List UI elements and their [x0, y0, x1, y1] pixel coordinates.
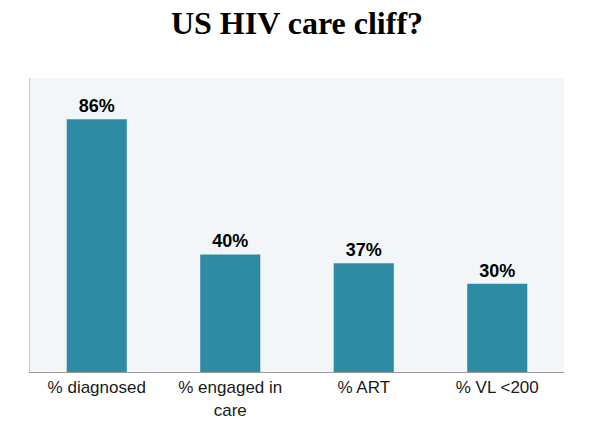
svg-text:% VL <200: % VL <200	[456, 378, 539, 397]
svg-text:37%: 37%	[346, 240, 382, 260]
svg-text:US HIV care cliff?: US HIV care cliff?	[171, 5, 423, 41]
svg-text:% diagnosed: % diagnosed	[48, 378, 146, 397]
svg-text:% engaged incare: % engaged incare	[178, 378, 282, 419]
svg-text:30%: 30%	[479, 261, 515, 281]
svg-text:86%: 86%	[79, 96, 115, 116]
svg-text:40%: 40%	[212, 231, 248, 251]
svg-text:% ART: % ART	[337, 378, 390, 397]
